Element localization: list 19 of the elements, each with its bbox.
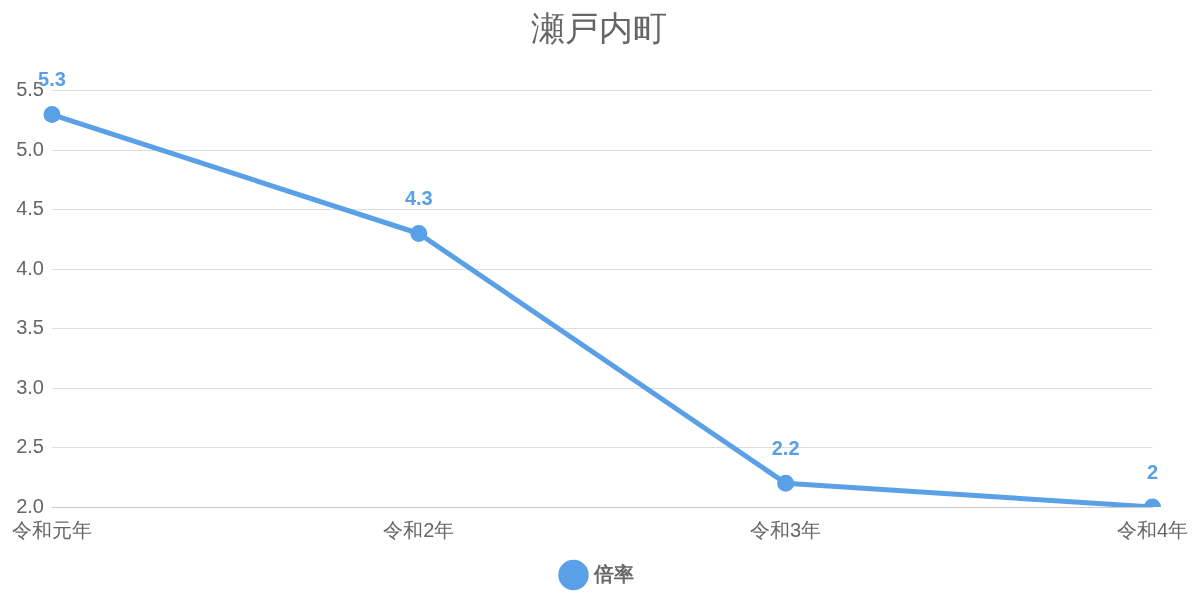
data-label: 4.3 (404, 187, 433, 210)
data-label: 2 (1146, 460, 1158, 483)
point (43, 106, 61, 124)
chart-title: 瀬戸内町 (530, 8, 667, 47)
point (410, 225, 428, 242)
y-tick-label: 2.0 (16, 494, 44, 517)
x-tick-label: 令和3年 (750, 518, 822, 541)
y-tick-label: 5.0 (16, 137, 44, 160)
data-label: 2.2 (771, 436, 800, 459)
point (777, 474, 795, 492)
legend-label: 倍率 (592, 562, 634, 585)
y-tick-label: 4.0 (16, 256, 44, 279)
x-tick-label: 令和4年 (1116, 518, 1188, 541)
y-tick-label: 2.5 (16, 435, 44, 458)
x-tick-label: 令和元年 (12, 518, 92, 541)
x-tick-label: 令和2年 (383, 518, 455, 541)
y-tick-label: 3.0 (16, 375, 44, 398)
y-tick-label: 3.5 (16, 316, 44, 339)
y-tick-label: 4.5 (16, 197, 44, 220)
